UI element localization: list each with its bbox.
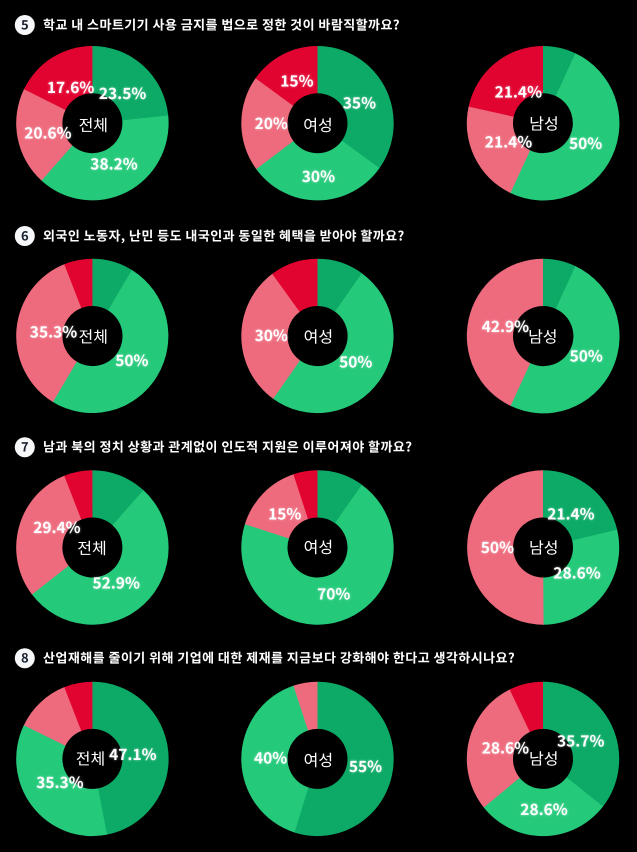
svg-text:30%: 30% — [302, 165, 335, 187]
svg-text:20.6%: 20.6% — [24, 122, 71, 144]
svg-text:50%: 50% — [569, 132, 602, 154]
svg-text:외국인 노동자, 난민 등도 내국인과 동일한 혜택을 받아: 외국인 노동자, 난민 등도 내국인과 동일한 혜택을 받아야 할까요? — [43, 226, 405, 245]
svg-text:전체: 전체 — [76, 746, 105, 770]
svg-text:35.7%: 35.7% — [557, 729, 604, 751]
svg-text:70%: 70% — [317, 582, 350, 604]
svg-text:7: 7 — [21, 437, 29, 456]
svg-text:29.4%: 29.4% — [33, 516, 80, 538]
svg-text:15%: 15% — [268, 503, 301, 525]
svg-text:35.3%: 35.3% — [36, 771, 83, 793]
svg-text:여성: 여성 — [303, 112, 332, 136]
svg-text:여성: 여성 — [304, 747, 333, 771]
svg-text:남성: 남성 — [529, 746, 558, 770]
svg-text:40%: 40% — [254, 747, 287, 769]
svg-text:50%: 50% — [570, 345, 603, 367]
svg-text:5: 5 — [21, 14, 29, 33]
svg-text:50%: 50% — [115, 349, 148, 371]
svg-text:28.6%: 28.6% — [520, 798, 567, 820]
svg-text:전체: 전체 — [79, 112, 108, 136]
svg-text:20%: 20% — [255, 112, 288, 134]
svg-text:52.9%: 52.9% — [92, 571, 139, 593]
svg-text:6: 6 — [21, 225, 29, 244]
svg-text:전체: 전체 — [78, 324, 107, 348]
svg-text:산업재해를 줄이기 위해 기업에 대한 제재를 지금보다 강: 산업재해를 줄이기 위해 기업에 대한 제재를 지금보다 강화해야 한다고 생각… — [43, 648, 515, 667]
svg-text:21.4%: 21.4% — [485, 131, 532, 153]
svg-text:남성: 남성 — [529, 111, 558, 135]
svg-text:23.5%: 23.5% — [99, 82, 146, 104]
svg-text:47.1%: 47.1% — [109, 743, 156, 765]
svg-text:여성: 여성 — [304, 323, 333, 347]
svg-text:15%: 15% — [280, 69, 313, 91]
svg-text:남성: 남성 — [528, 323, 557, 347]
svg-text:50%: 50% — [481, 536, 514, 558]
svg-text:55%: 55% — [349, 755, 382, 777]
svg-text:8: 8 — [21, 648, 29, 667]
svg-text:21.4%: 21.4% — [495, 80, 542, 102]
svg-text:35.3%: 35.3% — [30, 321, 77, 343]
svg-text:30%: 30% — [255, 324, 288, 346]
svg-text:28.6%: 28.6% — [553, 562, 600, 584]
svg-text:남성: 남성 — [529, 535, 558, 559]
svg-text:학교 내 스마트기기 사용 금지를 법으로 정한 것이 바람: 학교 내 스마트기기 사용 금지를 법으로 정한 것이 바람직할까요? — [43, 15, 400, 34]
svg-text:전체: 전체 — [77, 535, 106, 559]
svg-text:여성: 여성 — [304, 534, 333, 558]
svg-text:42.9%: 42.9% — [482, 315, 529, 337]
svg-text:17.6%: 17.6% — [47, 76, 94, 98]
svg-text:38.2%: 38.2% — [90, 152, 137, 174]
svg-text:남과 북의 정치 상황과 관계없이 인도적 지원은 이루어져: 남과 북의 정치 상황과 관계없이 인도적 지원은 이루어져야 할까요? — [43, 437, 412, 456]
svg-text:35%: 35% — [343, 91, 376, 113]
svg-text:50%: 50% — [339, 351, 372, 373]
svg-text:21.4%: 21.4% — [547, 503, 594, 525]
svg-text:28.6%: 28.6% — [482, 737, 529, 759]
